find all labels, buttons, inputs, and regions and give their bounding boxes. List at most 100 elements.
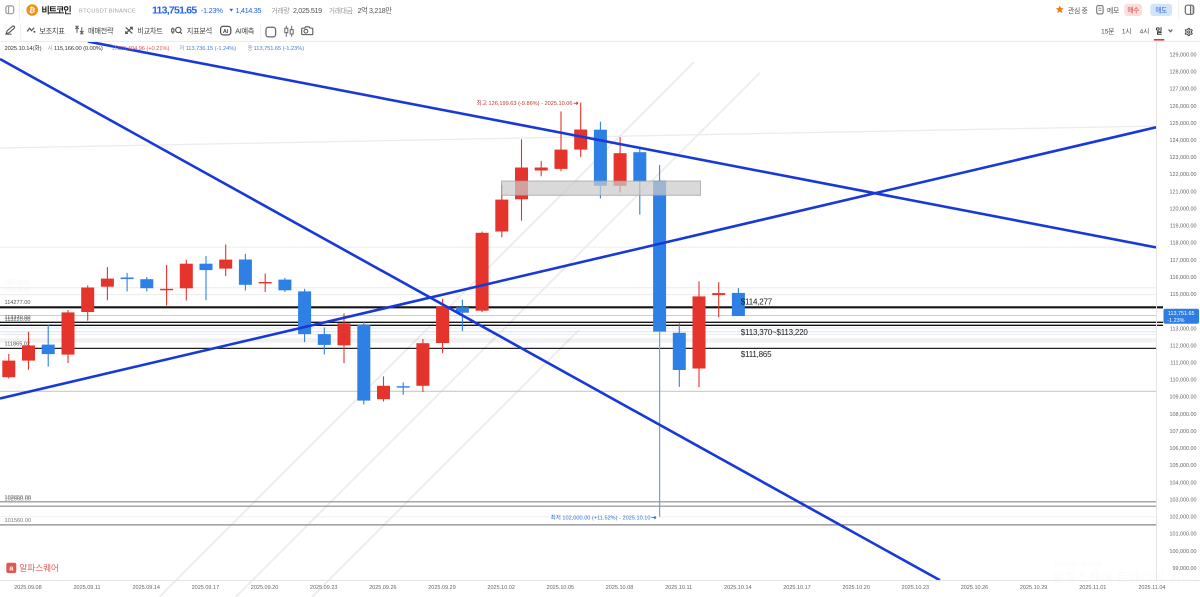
svg-text:101560.00: 101560.00 [5, 518, 31, 524]
svg-text:125,000.00: 125,000.00 [1170, 121, 1197, 127]
svg-text:a: a [9, 564, 14, 573]
svg-text:2025.10.29: 2025.10.29 [1020, 585, 1048, 591]
svg-text:2025.10.08: 2025.10.08 [606, 585, 634, 591]
svg-text:최저 102,000.00 (+11.52%) - 2025: 최저 102,000.00 (+11.52%) - 2025.10.10 [551, 514, 651, 522]
svg-text:107,000.00: 107,000.00 [1170, 429, 1197, 435]
svg-text:113,736.15 (-1.24%): 113,736.15 (-1.24%) [186, 46, 237, 52]
svg-text:105,000.00: 105,000.00 [1170, 463, 1197, 469]
svg-text:2025.09.29: 2025.09.29 [428, 585, 456, 591]
svg-text:101,000.00: 101,000.00 [1170, 532, 1197, 538]
svg-text:127,000.00: 127,000.00 [1170, 87, 1197, 93]
svg-text:128,000.00: 128,000.00 [1170, 70, 1197, 76]
svg-text:비교차트: 비교차트 [137, 26, 163, 35]
svg-text:110,000.00: 110,000.00 [1170, 378, 1197, 384]
svg-text:113,000.00: 113,000.00 [1170, 326, 1197, 332]
svg-text:매도: 매도 [1155, 6, 1167, 14]
svg-text:119,000.00: 119,000.00 [1170, 224, 1197, 230]
svg-text:114277.00: 114277.00 [5, 300, 31, 306]
svg-text:2025.09.14: 2025.09.14 [132, 585, 160, 591]
svg-text:일: 일 [1156, 26, 1163, 35]
svg-text:2025.10.20: 2025.10.20 [842, 585, 870, 591]
svg-text:115,000.00: 115,000.00 [1170, 292, 1197, 298]
svg-text:112,000.00: 112,000.00 [1170, 343, 1197, 349]
svg-text:알파스퀘어 주식회사: 알파스퀘어 주식회사 [1054, 561, 1101, 569]
svg-text:$114,277: $114,277 [741, 298, 773, 307]
svg-text:지표분석: 지표분석 [187, 26, 212, 35]
svg-text:113,751.65 (-1.23%): 113,751.65 (-1.23%) [254, 46, 305, 52]
svg-text:115,166.00 (0.00%): 115,166.00 (0.00%) [54, 46, 103, 52]
svg-text:2025.09.11: 2025.09.11 [73, 585, 100, 591]
svg-text:123,000.00: 123,000.00 [1170, 155, 1197, 161]
svg-text:-1.23%: -1.23% [1167, 318, 1184, 324]
svg-text:115295.00: 115295.00 [5, 288, 31, 294]
svg-text:BINANCE: BINANCE [109, 9, 136, 15]
svg-text:15분: 15분 [1101, 27, 1114, 35]
svg-text:113,751.65: 113,751.65 [1168, 311, 1195, 317]
svg-text:102,000.00: 102,000.00 [1170, 515, 1197, 521]
svg-text:113,751.65: 113,751.65 [152, 5, 197, 17]
svg-text:$113,370~$113,220: $113,370~$113,220 [741, 328, 809, 337]
svg-text:거래량: 거래량 [272, 6, 291, 15]
svg-text:2025.10.14: 2025.10.14 [724, 585, 752, 591]
svg-text:최고 126,199.63 (-9.86%) - 2025.: 최고 126,199.63 (-9.86%) - 2025.10.06 [477, 99, 573, 107]
svg-text:2억 3,218만: 2억 3,218만 [358, 6, 393, 15]
svg-text:102850.00: 102850.00 [5, 495, 31, 501]
svg-text:-1.23%: -1.23% [201, 6, 224, 15]
svg-text:126,000.00: 126,000.00 [1170, 104, 1197, 110]
svg-text:124,000.00: 124,000.00 [1170, 138, 1197, 144]
svg-text:종: 종 [248, 45, 254, 52]
svg-text:보조지표: 보조지표 [39, 26, 65, 35]
svg-text:AI예측: AI예측 [235, 26, 255, 35]
svg-text:2025.10.26: 2025.10.26 [961, 585, 989, 591]
svg-text:알파스퀘어: 알파스퀘어 [19, 563, 58, 573]
svg-text:99,000.00: 99,000.00 [1173, 566, 1197, 572]
svg-text:·: · [145, 8, 147, 15]
svg-text:113370.00: 113370.00 [5, 315, 31, 321]
svg-text:104,000.00: 104,000.00 [1170, 480, 1197, 486]
svg-text:111865.02: 111865.02 [5, 341, 31, 347]
svg-text:117,000.00: 117,000.00 [1170, 258, 1197, 264]
svg-text:111,000.00: 111,000.00 [1170, 361, 1196, 367]
svg-text:1시: 1시 [1122, 27, 1132, 35]
svg-text:109,000.00: 109,000.00 [1170, 395, 1197, 401]
svg-text:103,000.00: 103,000.00 [1170, 497, 1197, 503]
svg-text:2025.11.04: 2025.11.04 [1138, 585, 1165, 591]
svg-text:2025.10.02: 2025.10.02 [487, 585, 515, 591]
svg-text:113220.00: 113220.00 [5, 317, 31, 323]
svg-text:2025.09.17: 2025.09.17 [192, 585, 220, 591]
svg-text:102660.00: 102660.00 [5, 497, 31, 503]
svg-text:2025.10.17: 2025.10.17 [783, 585, 811, 591]
svg-text:1,414.35: 1,414.35 [236, 6, 262, 15]
svg-text:2,025.519: 2,025.519 [293, 6, 322, 15]
svg-text:₿: ₿ [28, 5, 36, 15]
svg-text:115760.00: 115760.00 [5, 280, 31, 286]
svg-text:시: 시 [48, 45, 53, 52]
svg-text:120,000.00: 120,000.00 [1170, 206, 1197, 212]
svg-text:2025.10.14(화): 2025.10.14(화) [5, 45, 42, 52]
svg-text:116,000.00: 116,000.00 [1170, 275, 1197, 281]
svg-text:고: 고 [111, 45, 117, 52]
svg-text:129,000.00: 129,000.00 [1170, 52, 1197, 58]
svg-text:$111,865: $111,865 [741, 350, 772, 359]
svg-text:115,404.96 (+0.21%): 115,404.96 (+0.21%) [117, 46, 169, 52]
svg-text:BTCUSDT: BTCUSDT [79, 9, 108, 15]
svg-text:118,000.00: 118,000.00 [1170, 241, 1197, 247]
svg-text:121,000.00: 121,000.00 [1170, 189, 1197, 195]
svg-text:2025.10.05: 2025.10.05 [547, 585, 575, 591]
svg-text:2025.09.26: 2025.09.26 [369, 585, 397, 591]
svg-text:관심 중: 관심 중 [1068, 6, 1087, 15]
svg-text:AI: AI [223, 29, 229, 35]
svg-text:112665.00: 112665.00 [5, 333, 31, 339]
svg-text:알파스퀘어 트레이딩 서비스: 알파스퀘어 트레이딩 서비스 [1053, 571, 1200, 585]
svg-text:2025.09.20: 2025.09.20 [251, 585, 279, 591]
svg-text:매수: 매수 [1127, 6, 1139, 14]
svg-text:매매전략: 매매전략 [88, 26, 114, 35]
svg-text:122,000.00: 122,000.00 [1170, 172, 1197, 178]
svg-text:2025.11.01: 2025.11.01 [1079, 585, 1106, 591]
svg-text:거래대금: 거래대금 [329, 6, 353, 15]
svg-text:4시: 4시 [1140, 27, 1150, 35]
svg-text:109630.00: 109630.00 [5, 385, 31, 391]
svg-text:·: · [266, 8, 268, 15]
svg-text:비트코인: 비트코인 [42, 4, 72, 15]
svg-text:2025.10.11: 2025.10.11 [665, 585, 692, 591]
